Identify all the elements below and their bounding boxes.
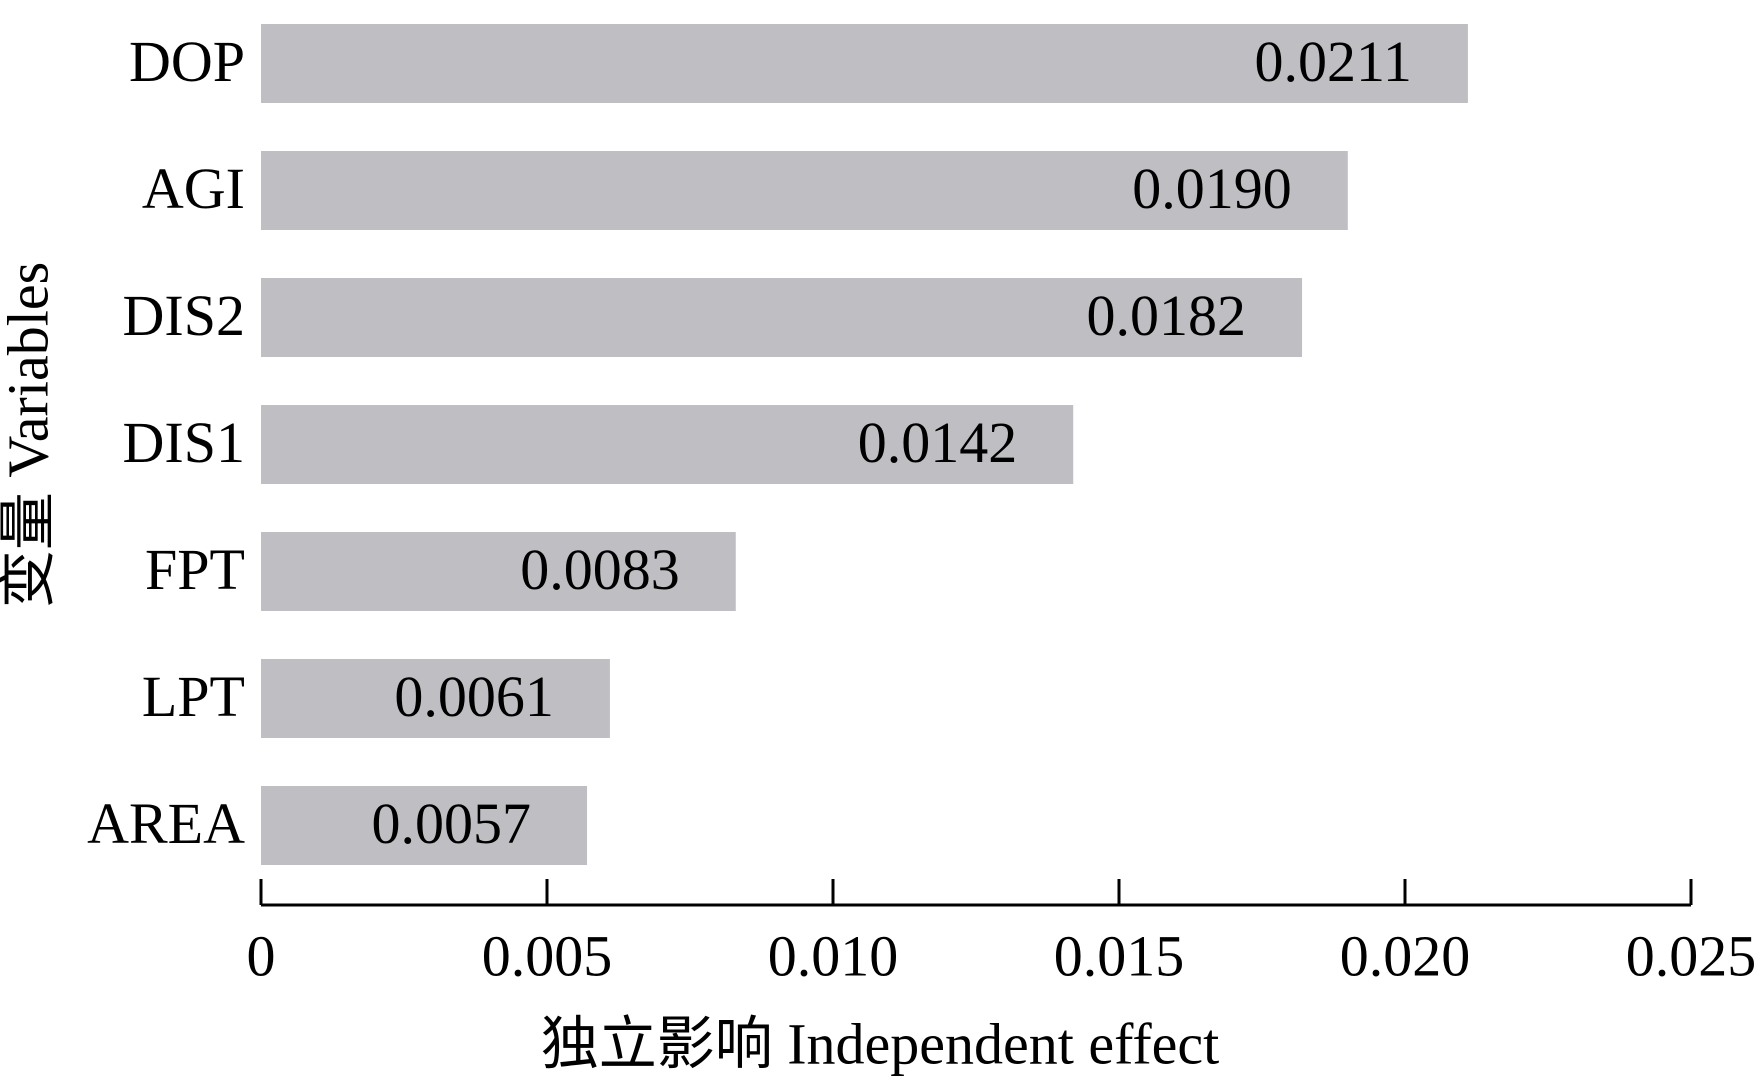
y-tick-label: FPT xyxy=(145,537,245,602)
x-tick-label: 0.015 xyxy=(1054,923,1185,988)
x-tick-label: 0.020 xyxy=(1340,923,1471,988)
value-label: 0.0057 xyxy=(372,791,532,856)
bar xyxy=(261,24,1468,103)
value-label: 0.0142 xyxy=(858,410,1018,475)
y-tick-label: DOP xyxy=(129,29,245,94)
y-tick-label: AGI xyxy=(142,156,245,221)
value-label: 0.0182 xyxy=(1087,283,1247,348)
value-label: 0.0190 xyxy=(1132,156,1292,221)
y-tick-label: AREA xyxy=(87,791,245,856)
value-label: 0.0061 xyxy=(394,664,554,729)
bar xyxy=(261,786,588,865)
bar xyxy=(261,532,736,611)
x-axis-label: 独立影响 Independent effect xyxy=(541,1011,1220,1076)
x-tick-label: 0.005 xyxy=(482,923,613,988)
x-tick-label: 0.025 xyxy=(1626,923,1757,988)
y-tick-label: LPT xyxy=(142,664,245,729)
bar xyxy=(261,278,1303,357)
y-tick-label: DIS1 xyxy=(123,410,245,475)
bar xyxy=(261,151,1348,230)
bar xyxy=(261,405,1074,484)
x-tick-label: 0.010 xyxy=(768,923,899,988)
value-label: 0.0211 xyxy=(1255,29,1412,94)
x-tick-label: 0 xyxy=(247,923,276,988)
bar xyxy=(261,659,610,738)
y-tick-label: DIS2 xyxy=(123,283,245,348)
value-label: 0.0083 xyxy=(520,537,680,602)
y-axis-label: 变量 Variables xyxy=(0,262,60,608)
